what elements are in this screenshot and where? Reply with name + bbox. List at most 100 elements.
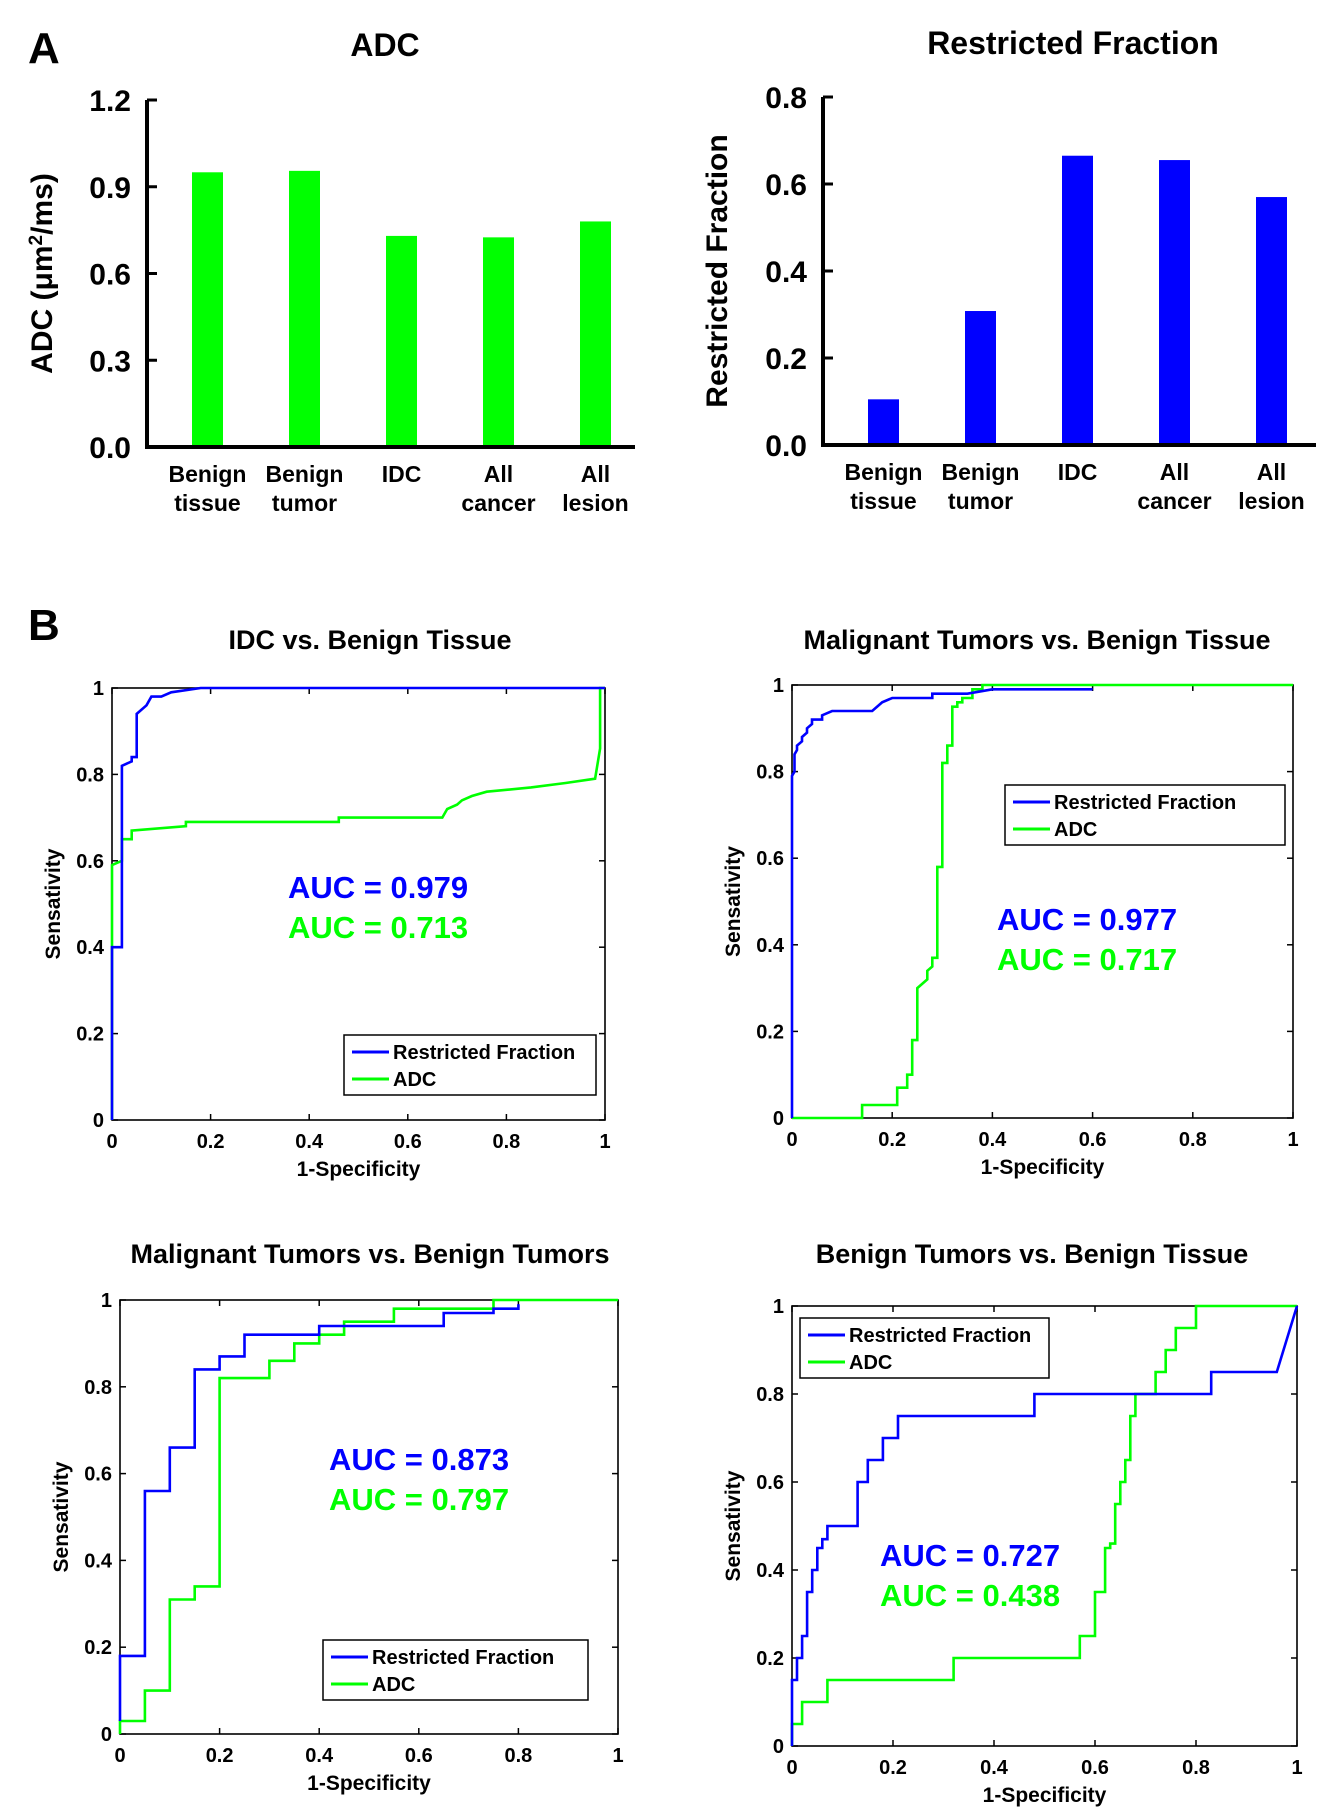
auc-annotation: AUC = 0.797 [329, 1482, 509, 1517]
y-tick-label: 0.4 [76, 937, 105, 959]
category-label: tissue [850, 488, 916, 514]
y-tick-label: 0.0 [89, 432, 131, 465]
bar-chart-title: Restricted Fraction [927, 25, 1219, 61]
category-label: Benign [942, 459, 1020, 485]
x-tick-label: 0.2 [197, 1131, 225, 1153]
series-line-restricted-fraction [110, 686, 605, 1120]
y-tick-label: 0.8 [76, 764, 104, 786]
y-tick-label: 0.6 [84, 1464, 112, 1486]
legend-entry: ADC [393, 1069, 436, 1091]
bar-chart-2: Restricted Fraction Benign tissue Benign tum… [701, 25, 1316, 514]
y-tick-label: 0.4 [84, 1550, 113, 1572]
y-tick-label: 0 [773, 1108, 784, 1130]
category-label: All [1160, 459, 1189, 485]
category-label: lesion [1238, 488, 1304, 514]
bar [580, 221, 611, 447]
category-label: lesion [562, 490, 628, 516]
legend-entry: Restricted Fraction [1054, 792, 1236, 814]
y-tick-label: 1 [773, 1296, 784, 1318]
x-tick-label: 0 [106, 1131, 117, 1153]
bar [965, 311, 996, 445]
bar [1062, 155, 1093, 445]
y-tick-label: 0.0 [765, 430, 807, 463]
bar [192, 172, 223, 447]
x-tick-label: 0.2 [878, 1129, 906, 1151]
x-axis-label: 1-Specificity [297, 1158, 421, 1181]
y-tick-label: 0.6 [89, 259, 131, 292]
x-tick-label: 0 [786, 1129, 797, 1151]
x-tick-label: 1 [1291, 1757, 1302, 1779]
auc-annotation: AUC = 0.873 [329, 1442, 509, 1477]
x-axis-label: 1-Specificity [983, 1784, 1107, 1807]
category-label: Benign [266, 461, 344, 487]
roc-chart-title: Malignant Tumors vs. Benign Tumors [130, 1239, 609, 1269]
category-label: tissue [174, 490, 240, 516]
legend: Restricted Fraction ADC [322, 1639, 589, 1701]
y-tick-label: 0.9 [89, 172, 131, 205]
y-tick-label: 0.8 [756, 762, 784, 784]
category-label: cancer [1137, 488, 1211, 514]
legend-entry: Restricted Fraction [849, 1325, 1031, 1347]
bar [1256, 197, 1287, 445]
category-label: tumor [948, 488, 1013, 514]
legend-box [799, 1317, 1050, 1379]
y-tick-label: 0.2 [765, 343, 807, 376]
category-label: IDC [382, 461, 422, 487]
y-tick-label: 0.2 [756, 1648, 784, 1670]
y-tick-label: 0.6 [765, 169, 807, 202]
auc-annotation: AUC = 0.713 [288, 910, 468, 945]
legend-box [322, 1639, 589, 1701]
legend-entry: ADC [1054, 819, 1097, 841]
series-line-restricted-fraction [118, 1304, 520, 1721]
legend-box [343, 1034, 597, 1096]
series-line-restricted-fraction [790, 687, 1093, 1118]
y-tick-label: 0 [93, 1110, 104, 1132]
legend: Restricted Fraction ADC [799, 1317, 1050, 1379]
roc-chart-2: Malignant Tumors vs. Benign Tissue 0 0.2 0.… [722, 625, 1299, 1179]
bar-chart-title: ADC [350, 27, 419, 63]
y-tick-label: 0.3 [89, 345, 131, 378]
category-label: Benign [169, 461, 247, 487]
y-tick-label: 1 [101, 1290, 112, 1312]
legend-entry: Restricted Fraction [393, 1042, 575, 1064]
series-line-adc [118, 1298, 618, 1734]
series-line-restricted-fraction [790, 1305, 1299, 1746]
x-tick-label: 0.2 [206, 1745, 234, 1767]
x-tick-label: 1 [599, 1131, 610, 1153]
y-axis-label: Sensativity [722, 846, 745, 957]
y-axis-label: Sensativity [42, 848, 65, 959]
plot-frame [791, 1305, 1298, 1747]
y-tick-label: 1.2 [89, 85, 131, 118]
y-tick-label: 0 [101, 1724, 112, 1746]
legend-box [1004, 784, 1286, 846]
bar [289, 170, 320, 448]
x-tick-label: 0 [786, 1757, 797, 1779]
y-tick-label: 0.8 [84, 1377, 112, 1399]
x-tick-label: 0 [114, 1745, 125, 1767]
y-tick-label: 1 [93, 678, 104, 700]
roc-chart-title: Malignant Tumors vs. Benign Tissue [803, 625, 1270, 655]
roc-chart-1: IDC vs. Benign Tissue 0 0.2 0.4 0.6 0.8 1 0 0.2 0… [42, 625, 611, 1181]
y-tick-label: 0.2 [84, 1637, 112, 1659]
panel-label-b: B [28, 601, 60, 650]
x-axis-label: 1-Specificity [981, 1156, 1105, 1179]
bar [483, 237, 514, 447]
x-tick-label: 1 [1287, 1129, 1298, 1151]
y-tick-label: 0.6 [756, 848, 784, 870]
bar [868, 399, 899, 445]
legend-entry: ADC [372, 1674, 415, 1696]
y-tick-label: 0.2 [756, 1021, 784, 1043]
y-axis-label: Restricted Fraction [701, 134, 734, 407]
bar [386, 235, 417, 447]
y-tick-label: 1 [773, 675, 784, 697]
y-tick-label: 0.4 [756, 1560, 785, 1582]
x-tick-label: 0.6 [405, 1745, 433, 1767]
legend: Restricted Fraction ADC [343, 1034, 597, 1096]
x-tick-label: 0.8 [1179, 1129, 1207, 1151]
x-tick-label: 0.8 [1182, 1757, 1210, 1779]
category-label: All [484, 461, 513, 487]
x-tick-label: 1 [612, 1745, 623, 1767]
series-line-adc [790, 1304, 1297, 1746]
bar [1159, 160, 1190, 445]
